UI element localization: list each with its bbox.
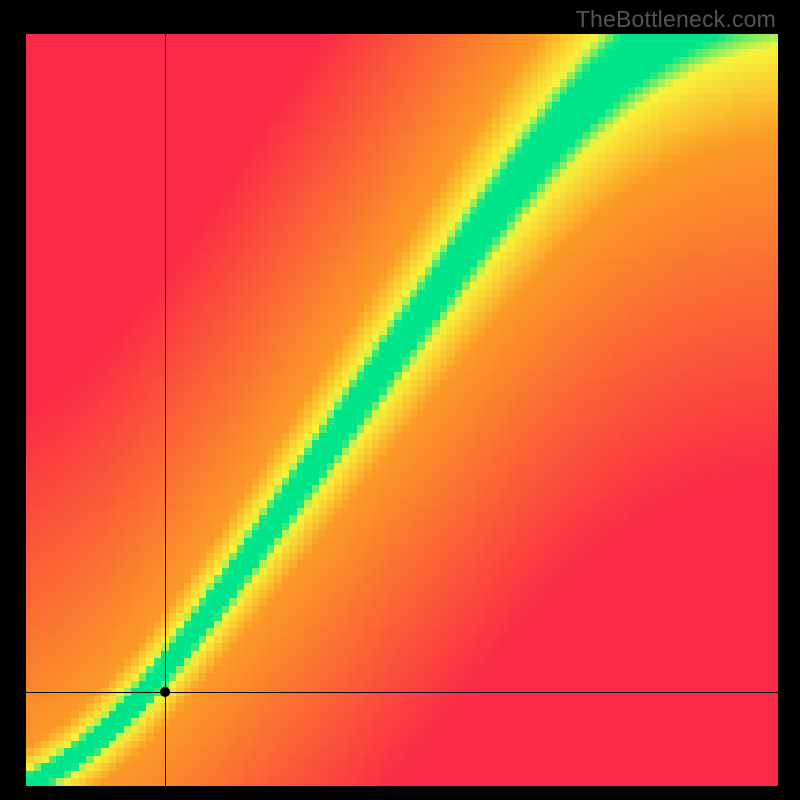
bottleneck-heatmap bbox=[0, 0, 800, 800]
watermark-text: TheBottleneck.com bbox=[576, 6, 776, 33]
chart-container: TheBottleneck.com bbox=[0, 0, 800, 800]
